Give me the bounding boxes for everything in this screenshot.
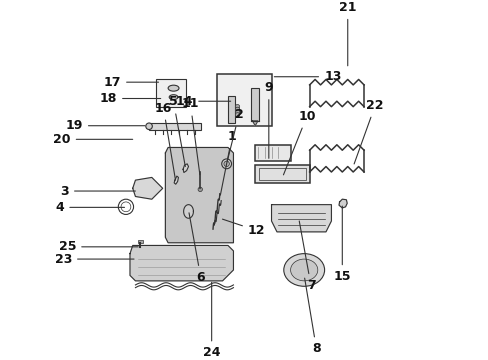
Polygon shape	[130, 246, 233, 281]
Polygon shape	[183, 204, 193, 218]
Bar	[255, 165, 309, 183]
Bar	[138, 240, 142, 243]
Text: 11: 11	[182, 98, 200, 175]
Circle shape	[235, 113, 239, 117]
Text: 17: 17	[103, 76, 158, 89]
Circle shape	[221, 159, 231, 169]
Polygon shape	[174, 176, 178, 184]
Ellipse shape	[290, 259, 317, 281]
Circle shape	[235, 107, 239, 112]
Polygon shape	[252, 121, 257, 126]
Text: 8: 8	[304, 278, 320, 355]
Polygon shape	[165, 148, 233, 243]
Text: 12: 12	[222, 219, 265, 237]
Polygon shape	[132, 177, 163, 199]
Text: 20: 20	[53, 133, 132, 146]
Text: 4: 4	[56, 201, 124, 214]
Polygon shape	[338, 199, 346, 208]
Text: 24: 24	[203, 282, 220, 360]
Text: 23: 23	[55, 253, 134, 266]
Polygon shape	[183, 164, 188, 172]
Bar	[149, 123, 201, 130]
Text: 14: 14	[175, 95, 230, 108]
Text: 10: 10	[283, 110, 315, 175]
Circle shape	[235, 104, 239, 109]
Text: 19: 19	[65, 119, 144, 132]
Bar	[251, 88, 259, 121]
Text: 1: 1	[220, 130, 236, 195]
Text: 5: 5	[169, 95, 185, 167]
Circle shape	[235, 110, 239, 114]
Ellipse shape	[283, 254, 324, 286]
Text: 13: 13	[274, 70, 341, 83]
Text: 7: 7	[299, 221, 315, 292]
Text: 2: 2	[227, 108, 243, 161]
Circle shape	[145, 123, 152, 130]
Circle shape	[198, 187, 202, 192]
Text: 6: 6	[189, 213, 204, 284]
Text: 22: 22	[353, 99, 383, 164]
Bar	[156, 80, 185, 107]
Text: 18: 18	[100, 92, 161, 105]
Bar	[255, 145, 290, 161]
Polygon shape	[271, 204, 331, 232]
Text: 25: 25	[59, 240, 138, 253]
Ellipse shape	[168, 85, 179, 91]
Text: 15: 15	[333, 206, 350, 283]
Bar	[217, 74, 271, 126]
Ellipse shape	[169, 95, 178, 100]
Circle shape	[224, 161, 229, 167]
Text: 21: 21	[338, 1, 356, 66]
Bar	[259, 168, 305, 180]
Text: 3: 3	[60, 185, 135, 198]
Bar	[227, 96, 234, 123]
Text: 16: 16	[155, 102, 175, 179]
Text: 9: 9	[264, 81, 273, 158]
